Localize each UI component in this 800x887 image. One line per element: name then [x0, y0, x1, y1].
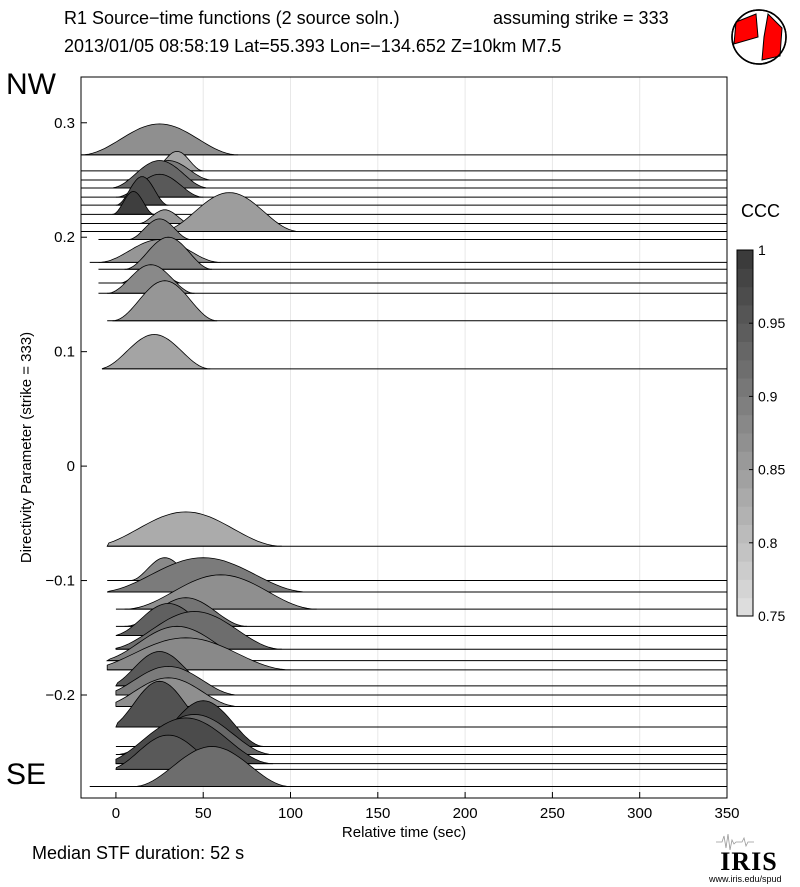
y-tick-label: −0.1 [45, 573, 75, 590]
event-info-line: 2013/01/05 08:58:19 Lat=55.393 Lon=−134.… [64, 36, 562, 56]
stf-pulse [159, 192, 300, 232]
stf-pulse [138, 209, 192, 224]
x-tick-label: 250 [540, 805, 565, 822]
strike-subtitle: assuming strike = 333 [493, 8, 669, 28]
x-tick-label: 150 [365, 805, 390, 822]
colorbar-band [737, 487, 753, 507]
colorbar-band [737, 396, 753, 416]
x-tick-label: 300 [627, 805, 652, 822]
colorbar-tick-label: 0.8 [758, 535, 778, 551]
y-tick-label: 0.2 [54, 229, 75, 246]
colorbar-band [737, 359, 753, 379]
colorbar-band [737, 451, 753, 471]
colorbar-band [737, 304, 753, 324]
stf-pulse [80, 123, 239, 156]
x-tick-label: 200 [453, 805, 478, 822]
grid [202, 77, 728, 798]
colorbar-band [737, 323, 753, 342]
stf-pulse [101, 334, 211, 370]
focal-mechanism-beachball-icon [731, 9, 787, 65]
colorbar-tick-label: 0.95 [758, 315, 785, 331]
iris-url: www.iris.edu/spud [709, 874, 782, 884]
colorbar-band [737, 597, 753, 617]
chart-title: R1 Source−time functions (2 source soln.… [64, 8, 400, 28]
stf-pulse [112, 190, 155, 215]
colorbar-tick-label: 0.75 [758, 608, 785, 624]
stf-pulse [133, 746, 291, 787]
x-tick-label: 0 [112, 805, 120, 822]
y-tick-label: 0.1 [54, 344, 75, 361]
colorbar-band [737, 250, 753, 269]
colorbar-band [737, 579, 753, 599]
colorbar-band [737, 524, 753, 544]
plot-frame [80, 76, 728, 799]
colorbar-band [737, 341, 753, 361]
y-tick-label: 0 [67, 458, 75, 475]
colorbar-band [737, 469, 753, 489]
colorbar-tick-label: 0.85 [758, 462, 785, 478]
colorbar-tick-label: 0.9 [758, 388, 778, 404]
stf-traces [80, 123, 727, 788]
x-tick-label: 50 [195, 805, 212, 822]
colorbar-band [737, 378, 753, 397]
colorbar-band [737, 414, 753, 434]
colorbar-band [737, 542, 753, 562]
colorbar: 0.75 0.8 0.85 0.9 0.95 1 [736, 242, 785, 624]
stf-pulse [106, 511, 282, 547]
stf-pulse [128, 218, 192, 240]
colorbar-frame [736, 249, 754, 617]
colorbar-band [737, 433, 753, 452]
colorbar-band [737, 561, 753, 580]
nw-label: NW [6, 68, 56, 101]
stf-pulse [124, 236, 212, 270]
x-axis-label: Relative time (sec) [342, 824, 466, 841]
se-label: SE [6, 758, 47, 791]
median-duration-text: Median STF duration: 52 s [32, 843, 245, 863]
colorbar-band [737, 506, 753, 525]
colorbar-band [737, 286, 753, 306]
y-tick-label: 0.3 [54, 115, 75, 132]
stf-pulse [107, 557, 309, 593]
axis-ticks: 0 50 100 150 200 250 300 350 −0.2 −0.1 0 0.1 0.2 0.3 [45, 115, 739, 822]
iris-logo: IRIS [716, 833, 777, 876]
colorbar-title: CCC [741, 201, 780, 221]
y-axis-label: Directivity Parameter (strike = 333) [18, 332, 35, 563]
stf-pulse [112, 280, 218, 322]
x-tick-label: 350 [714, 805, 739, 822]
iris-logo-text: IRIS [720, 847, 777, 876]
x-tick-label: 100 [278, 805, 303, 822]
colorbar-tick-label: 1 [758, 242, 766, 258]
y-tick-label: −0.2 [45, 687, 75, 704]
colorbar-band [737, 268, 753, 288]
